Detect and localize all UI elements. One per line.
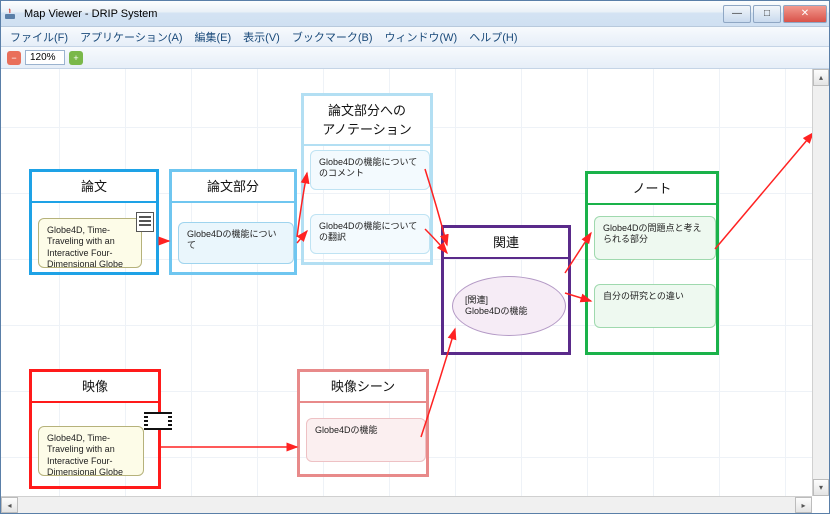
menu-help[interactable]: ヘルプ(H) bbox=[464, 28, 522, 46]
window-controls: — □ ✕ bbox=[723, 5, 827, 23]
menubar: ファイル(F) アプリケーション(A) 編集(E) 表示(V) ブックマーク(B… bbox=[1, 27, 829, 47]
document-icon bbox=[136, 212, 154, 232]
menu-window[interactable]: ウィンドウ(W) bbox=[380, 28, 463, 46]
container-related[interactable]: 関連 [関連]Globe4Dの機能 bbox=[441, 225, 571, 355]
node[interactable]: Globe4D, Time-Traveling with an Interact… bbox=[38, 426, 144, 476]
node[interactable]: Globe4Dの機能についての翻訳 bbox=[310, 214, 430, 254]
node[interactable]: Globe4D, Time-Traveling with an Interact… bbox=[38, 218, 142, 268]
vertical-scrollbar[interactable]: ▴ ▾ bbox=[812, 69, 829, 496]
container-title: ノート bbox=[588, 174, 716, 205]
container-paper[interactable]: 論文 Globe4D, Time-Traveling with an Intera… bbox=[29, 169, 159, 275]
app-window: Map Viewer - DRIP System — □ ✕ ファイル(F) ア… bbox=[0, 0, 830, 514]
node[interactable]: Globe4Dの機能 bbox=[306, 418, 426, 462]
container-title: 映像 bbox=[32, 372, 158, 403]
container-note[interactable]: ノート Globe4Dの問題点と考えられる部分自分の研究との違い bbox=[585, 171, 719, 355]
container-title: 論文 bbox=[32, 172, 156, 203]
container-paper-part[interactable]: 論文部分 Globe4Dの機能について bbox=[169, 169, 297, 275]
toolbar: − 120% + bbox=[1, 47, 829, 69]
node-ellipse[interactable]: [関連]Globe4Dの機能 bbox=[452, 276, 566, 336]
container-title: 論文部分への アノテーション bbox=[304, 96, 430, 146]
scroll-right-button[interactable]: ▸ bbox=[795, 497, 812, 513]
menu-application[interactable]: アプリケーション(A) bbox=[75, 28, 187, 46]
container-title: 論文部分 bbox=[172, 172, 294, 203]
java-icon bbox=[3, 6, 19, 22]
titlebar[interactable]: Map Viewer - DRIP System — □ ✕ bbox=[1, 1, 829, 27]
scroll-up-button[interactable]: ▴ bbox=[813, 69, 829, 86]
container-title: 関連 bbox=[444, 228, 568, 259]
close-button[interactable]: ✕ bbox=[783, 5, 827, 23]
scroll-left-button[interactable]: ◂ bbox=[1, 497, 18, 513]
window-title: Map Viewer - DRIP System bbox=[24, 8, 723, 20]
container-title: 映像シーン bbox=[300, 372, 426, 403]
menu-bookmark[interactable]: ブックマーク(B) bbox=[287, 28, 378, 46]
scroll-down-button[interactable]: ▾ bbox=[813, 479, 829, 496]
canvas-viewport[interactable]: 論文 Globe4D, Time-Traveling with an Intera… bbox=[1, 69, 829, 513]
maximize-button[interactable]: □ bbox=[753, 5, 781, 23]
zoom-out-button[interactable]: − bbox=[7, 51, 21, 65]
minimize-button[interactable]: — bbox=[723, 5, 751, 23]
film-icon bbox=[146, 412, 170, 430]
container-video[interactable]: 映像 Globe4D, Time-Traveling with an Intera… bbox=[29, 369, 161, 489]
node[interactable]: 自分の研究との違い bbox=[594, 284, 716, 328]
container-video-scene[interactable]: 映像シーン Globe4Dの機能 bbox=[297, 369, 429, 477]
node[interactable]: Globe4Dの問題点と考えられる部分 bbox=[594, 216, 716, 260]
menu-file[interactable]: ファイル(F) bbox=[5, 28, 73, 46]
node[interactable]: Globe4Dの機能について bbox=[178, 222, 294, 264]
menu-view[interactable]: 表示(V) bbox=[238, 28, 285, 46]
zoom-level[interactable]: 120% bbox=[25, 50, 65, 65]
node[interactable]: Globe4Dの機能についてのコメント bbox=[310, 150, 430, 190]
container-annotation[interactable]: 論文部分への アノテーションGlobe4Dの機能についてのコメント Globe4D… bbox=[301, 93, 433, 265]
menu-edit[interactable]: 編集(E) bbox=[190, 28, 237, 46]
horizontal-scrollbar[interactable]: ◂ ▸ bbox=[1, 496, 812, 513]
zoom-in-button[interactable]: + bbox=[69, 51, 83, 65]
